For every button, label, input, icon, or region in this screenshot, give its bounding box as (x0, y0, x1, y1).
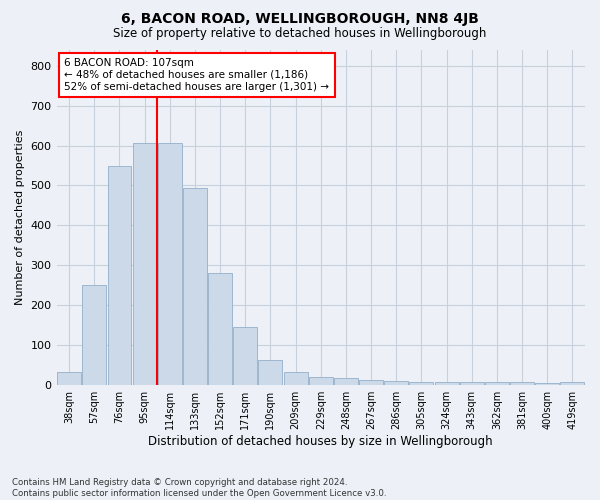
Bar (460, 382, 484, 384)
Bar (560, 382, 584, 384)
Text: Size of property relative to detached houses in Wellingborough: Size of property relative to detached ho… (113, 28, 487, 40)
Bar (82, 285, 106, 384)
Bar (434, 382, 458, 384)
Text: 6 BACON ROAD: 107sqm
← 48% of detached houses are smaller (1,186)
52% of semi-de: 6 BACON ROAD: 107sqm ← 48% of detached h… (64, 58, 329, 92)
Bar (409, 382, 433, 384)
Bar (284, 372, 308, 384)
Bar (107, 166, 131, 384)
Bar (485, 382, 509, 384)
Bar (158, 143, 182, 384)
Bar (57, 372, 81, 384)
Bar (208, 273, 232, 384)
Bar (359, 380, 383, 384)
Y-axis label: Number of detached properties: Number of detached properties (15, 130, 25, 305)
Bar (233, 327, 257, 384)
Text: Contains HM Land Registry data © Crown copyright and database right 2024.
Contai: Contains HM Land Registry data © Crown c… (12, 478, 386, 498)
Text: 6, BACON ROAD, WELLINGBOROUGH, NN8 4JB: 6, BACON ROAD, WELLINGBOROUGH, NN8 4JB (121, 12, 479, 26)
Bar (510, 382, 534, 384)
Bar (309, 376, 333, 384)
Bar (385, 380, 408, 384)
Bar (133, 143, 157, 384)
Bar (535, 382, 559, 384)
Bar (259, 360, 283, 384)
Bar (334, 378, 358, 384)
Bar (183, 188, 207, 384)
X-axis label: Distribution of detached houses by size in Wellingborough: Distribution of detached houses by size … (148, 434, 493, 448)
